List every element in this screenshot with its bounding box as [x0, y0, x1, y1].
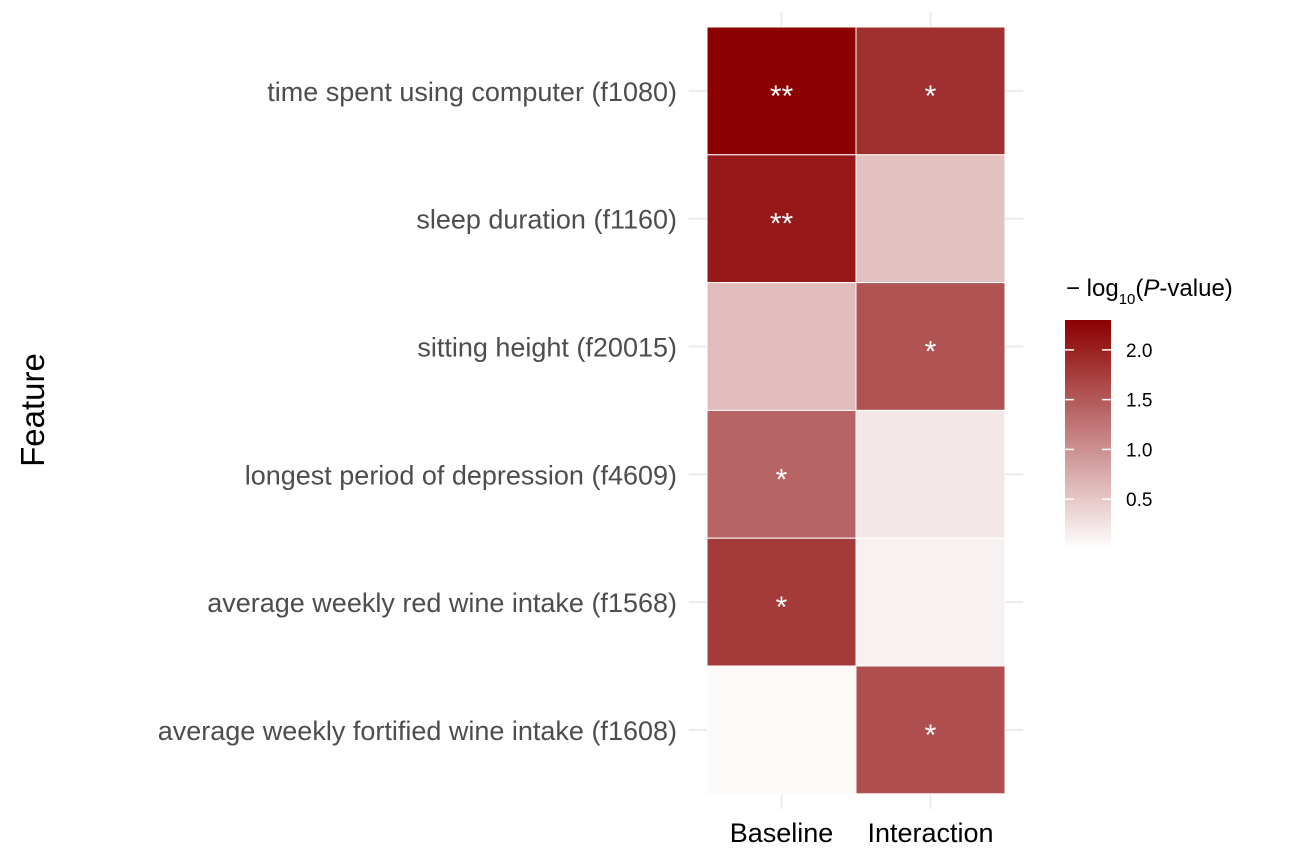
y-tick-label: sitting height (f20015): [417, 333, 677, 363]
heatmap-cell: [706, 154, 857, 284]
heatmap-cell: [706, 282, 857, 411]
heatmap-cell: [855, 154, 1006, 284]
legend-title-p: P: [1143, 275, 1159, 302]
significance-label: *: [925, 336, 937, 369]
legend-tick-label: 0.5: [1126, 490, 1152, 511]
legend-title-prefix: − log: [1066, 275, 1119, 302]
y-tick-label: time spent using computer (f1080): [267, 77, 677, 107]
x-tick-label: Baseline: [730, 818, 834, 848]
legend-tick-label: 2.0: [1126, 341, 1152, 362]
y-tick-label: average weekly red wine intake (f1568): [207, 588, 677, 618]
significance-label: *: [776, 591, 788, 624]
significance-label: *: [776, 463, 788, 496]
legend-color-bar: [1065, 320, 1111, 549]
legend-tick-label: 1.0: [1126, 440, 1152, 461]
significance-label: **: [770, 208, 794, 241]
legend-tick-label: 1.5: [1126, 391, 1152, 412]
heatmap-cell: [855, 26, 1006, 156]
significance-label: *: [925, 80, 937, 113]
heatmap-cell: [855, 665, 1006, 795]
legend-ticks: 2.0 1.5 1.0 0.5: [1065, 341, 1152, 511]
y-tick-label: longest period of depression (f4609): [245, 460, 677, 490]
legend-title-open: (: [1135, 275, 1143, 302]
heatmap-cell: [706, 665, 857, 795]
heatmap-cell: [855, 409, 1006, 539]
heatmap-cell: [706, 26, 857, 156]
heatmap-cell: [855, 282, 1006, 411]
x-tick-labels: Baseline Interaction: [730, 818, 994, 848]
legend-title-suffix: -value): [1159, 275, 1232, 302]
legend-title-subscript: 10: [1119, 291, 1136, 308]
heatmap-cell: [706, 537, 857, 667]
heatmap-cell: [855, 537, 1006, 667]
y-tick-label: average weekly fortified wine intake (f1…: [158, 716, 677, 746]
significance-label: *: [925, 719, 937, 752]
significance-labels: ** *******: [770, 80, 937, 752]
y-tick-label: sleep duration (f1160): [416, 205, 677, 235]
y-tick-labels: time spent using computer (f1080) sleep d…: [158, 77, 677, 746]
legend-title: − log10(P-value): [1066, 275, 1233, 308]
heatmap-cells: [706, 26, 1006, 795]
y-axis-label: Feature: [14, 353, 51, 467]
significance-label: **: [770, 80, 794, 113]
x-tick-label: Interaction: [867, 818, 993, 848]
color-legend: − log10(P-value) 2.0 1.5 1.0 0.5: [1065, 275, 1233, 549]
